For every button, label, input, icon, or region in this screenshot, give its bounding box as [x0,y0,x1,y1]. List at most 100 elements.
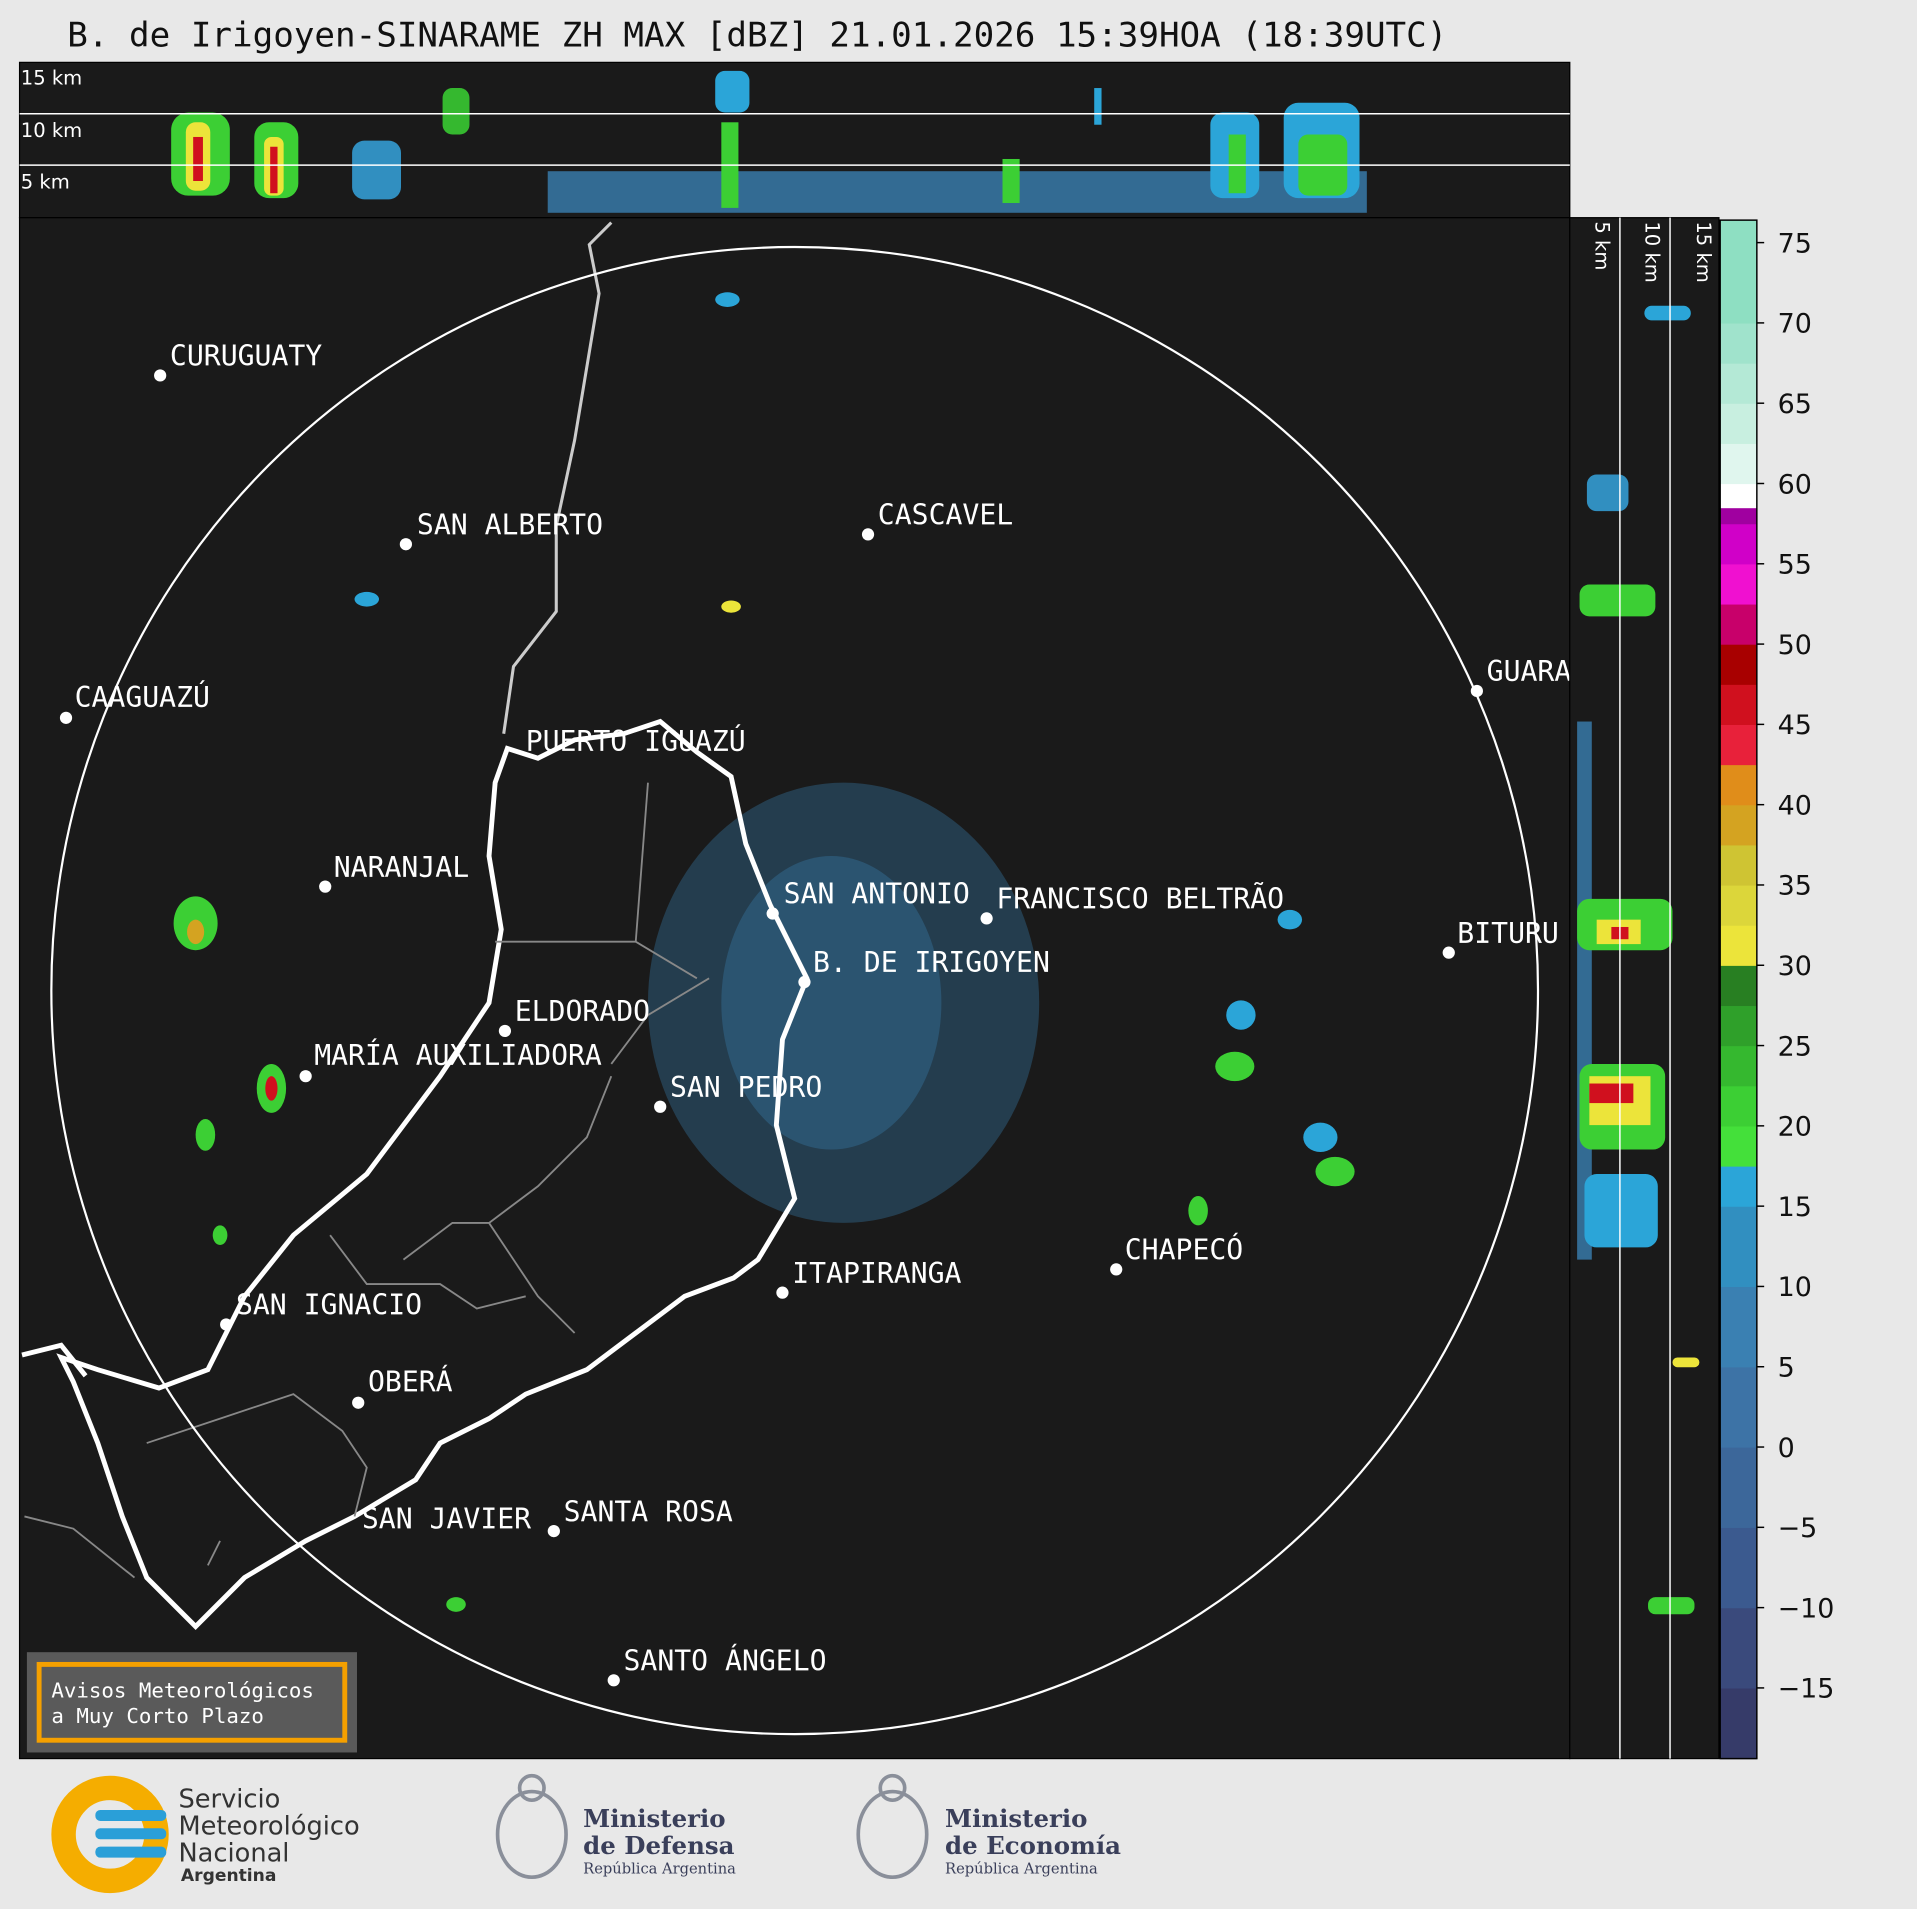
city-label: SAN JAVIER [362,1503,531,1536]
city-marker [399,538,413,551]
colorbar-band [1720,1045,1757,1087]
colorbar-band [1720,507,1757,525]
city-marker [352,1396,365,1409]
colorbar-band [1720,884,1757,926]
height-label: 15 km [1692,221,1715,282]
colorbar-band [1720,1125,1757,1167]
colorbar-band [1720,764,1757,806]
colorbar-tick-label: 10 [1778,1272,1812,1303]
city-marker [776,1286,789,1299]
colorbar-band [1720,1447,1757,1528]
city-marker [1442,946,1455,959]
colorbar-tick-label: 35 [1778,871,1812,902]
warning-box[interactable] [26,1652,357,1753]
warning-text: Avisos Meteorológicos [51,1678,314,1702]
colorbar-band [1720,1607,1757,1689]
colorbar-tick-label: 25 [1778,1031,1812,1062]
colorbar-tick-label: −15 [1778,1674,1835,1705]
smn-logo [51,1775,169,1894]
colorbar-band [1720,844,1757,886]
colorbar-band [1720,724,1757,766]
logo-text: de Defensa [583,1831,734,1860]
colorbar-frame [1719,219,1758,1760]
colorbar-tick-label: 20 [1778,1112,1812,1143]
colorbar-tick-label: −10 [1778,1593,1835,1624]
emblem [856,1773,929,1880]
colorbar-band [1720,563,1757,605]
logo-text: Meteorológico [178,1811,359,1841]
city-label: OBERÁ [368,1365,453,1399]
city-marker [220,1318,233,1331]
city-label: CURUGUATY [170,340,322,373]
city-label: CAAGUAZÚ [75,680,210,714]
colorbar-tick-label: −5 [1778,1513,1818,1544]
colorbar-band [1720,804,1757,846]
city-label: SANTO ÁNGELO [624,1644,827,1678]
city-marker [798,975,811,989]
radar-range-ring [50,245,1540,1736]
logo-text: Argentina [181,1866,276,1886]
logo-text: Ministerio [583,1804,725,1833]
city-label: NARANJAL [334,851,469,884]
colorbar-band [1720,644,1757,685]
city-label: SAN ANTONIO [784,878,970,911]
city-label: FRANCISCO BELTRÃO [996,883,1284,916]
city-label: CASCAVEL [878,499,1013,532]
city-label: SAN PEDRO [670,1071,822,1104]
colorbar-band [1720,1527,1757,1609]
city-label: MARÍA AUXILIADORA [314,1038,602,1072]
logo-text: República Argentina [945,1861,1098,1878]
logo-text: Servicio [178,1784,280,1814]
city-marker [1110,1263,1123,1276]
city-marker [154,369,167,382]
city-marker [1470,684,1483,698]
colorbar-tick-label: 75 [1778,228,1812,259]
colorbar-tick-label: 5 [1778,1353,1795,1384]
city-label: CHAPECÓ [1125,1233,1243,1267]
city-marker [861,528,875,541]
colorbar-band [1720,1085,1757,1127]
colorbar-tick-label: 50 [1778,630,1812,661]
colorbar-tick-label: 30 [1778,951,1812,982]
colorbar-band [1720,603,1757,645]
emblem [495,1773,568,1880]
height-label: 10 km [1641,221,1664,282]
title: B. de Irigoyen-SINARAME ZH MAX [dBZ] 21.… [67,15,1447,55]
city-marker [319,880,332,893]
city-label: B. DE IRIGOYEN [813,946,1050,979]
city-label: GUARA [1487,655,1572,688]
city-marker [299,1070,312,1083]
city-label: SANTA ROSA [564,1495,733,1528]
side-panel [1569,217,1720,1760]
colorbar-band [1720,684,1757,725]
city-label: SAN IGNACIO [236,1289,422,1322]
city-marker [59,711,73,724]
city-marker [547,1524,560,1538]
city-label: ELDORADO [515,995,650,1028]
logo-text: República Argentina [583,1861,736,1878]
colorbar-band [1720,443,1757,485]
warning-border [36,1661,348,1743]
colorbar-tick-label: 40 [1778,790,1812,821]
colorbar-band [1720,523,1757,565]
city-marker [607,1674,620,1687]
height-label: 5 km [1590,221,1613,270]
height-label: 15 km [21,66,82,89]
map-panel [18,217,1571,1760]
colorbar-band [1720,483,1757,509]
city-label: PUERTO IGUAZÚ [526,724,746,758]
colorbar-band [1720,1366,1757,1448]
colorbar-band [1720,322,1757,364]
city-label: BITURU [1457,917,1559,950]
city-marker [654,1100,667,1113]
height-label: 10 km [21,119,82,142]
colorbar-tick-label: 45 [1778,710,1812,741]
logo-text: Nacional [178,1838,289,1868]
city-label: ITAPIRANGA [792,1257,961,1290]
colorbar-band [1720,1166,1757,1207]
city-marker [980,912,993,925]
colorbar-band [1720,925,1757,966]
radar-echoes [173,292,1355,1612]
